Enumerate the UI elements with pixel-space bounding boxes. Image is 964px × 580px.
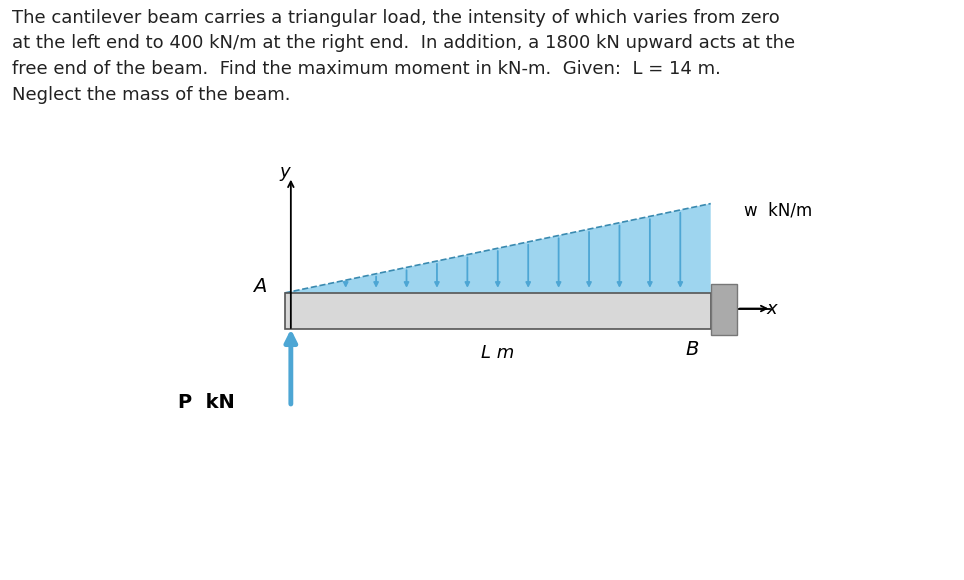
Text: B: B: [685, 340, 699, 359]
Text: P  kN: P kN: [178, 393, 235, 412]
Bar: [710, 284, 736, 335]
Polygon shape: [285, 204, 710, 293]
Text: y: y: [280, 164, 290, 182]
Text: x: x: [766, 299, 777, 317]
Text: The cantilever beam carries a triangular load, the intensity of which varies fro: The cantilever beam carries a triangular…: [12, 9, 794, 104]
Text: A: A: [253, 277, 266, 296]
Text: w  kN/m: w kN/m: [744, 201, 813, 219]
Text: L m: L m: [481, 345, 515, 362]
Bar: [285, 293, 710, 329]
